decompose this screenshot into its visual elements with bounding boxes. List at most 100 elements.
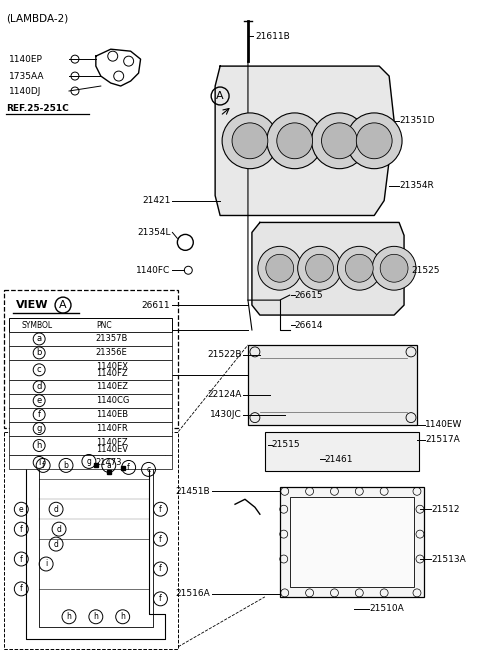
Text: 1140EZ: 1140EZ [96,382,128,391]
Bar [265,432,419,472]
Text: 21421: 21421 [142,196,170,205]
Text: 1735AA: 1735AA [9,72,45,81]
Text: 21520: 21520 [142,370,170,379]
Text: A: A [59,300,67,310]
Text: 21357B: 21357B [96,335,128,344]
Text: 21461: 21461 [324,455,353,464]
Text: 22124A: 22124A [208,390,242,400]
Text: 21515: 21515 [272,440,300,449]
Bar [9,407,172,422]
Text: a: a [36,335,42,344]
Text: 21473: 21473 [96,458,122,467]
Bar [9,360,172,380]
Text: 21513A: 21513A [431,554,466,564]
Text: SYMBOL: SYMBOL [21,321,52,329]
Text: 1140EP: 1140EP [9,54,43,64]
Text: f: f [42,461,45,470]
Circle shape [232,123,268,159]
Text: 21354L: 21354L [137,228,170,237]
Text: f: f [20,554,23,564]
Text: f: f [20,525,23,533]
Text: 26612B: 26612B [136,325,170,335]
Text: 1140EV: 1140EV [96,445,128,454]
Text: h: h [67,612,72,621]
Text: i: i [45,560,47,569]
Text: b: b [36,348,42,358]
Text: d: d [36,382,42,391]
Text: 26611: 26611 [142,300,170,310]
Text: 1430JC: 1430JC [210,410,242,419]
Circle shape [266,255,294,282]
Bar [9,346,172,360]
Text: (LAMBDA-2): (LAMBDA-2) [6,13,69,24]
Circle shape [322,123,357,159]
Circle shape [298,247,341,290]
Text: f: f [159,564,162,573]
Text: d: d [57,525,61,533]
Text: c: c [146,465,151,474]
Text: 1140EX: 1140EX [96,362,128,371]
Text: e: e [19,504,24,514]
Text: 1140FR: 1140FR [96,424,128,433]
Polygon shape [252,222,404,315]
Text: f: f [159,504,162,514]
Bar [9,455,172,470]
Text: f: f [159,594,162,604]
Text: 26614: 26614 [295,321,323,329]
Circle shape [356,123,392,159]
Text: 21354R: 21354R [399,181,434,190]
Polygon shape [215,66,394,215]
Text: h: h [94,612,98,621]
Text: 1140DJ: 1140DJ [9,87,42,96]
Bar [9,394,172,407]
Text: g: g [86,457,91,466]
Text: 21512: 21512 [431,504,459,514]
Text: i: i [38,458,40,467]
Text: 1140EB: 1140EB [96,410,128,419]
Text: e: e [36,396,42,405]
Text: f: f [37,410,41,419]
Text: f: f [159,535,162,544]
Text: PNC: PNC [96,321,111,329]
Circle shape [312,113,367,169]
Text: a: a [107,461,111,470]
Text: 21451B: 21451B [176,487,210,496]
Text: 1140FZ: 1140FZ [96,369,128,379]
Text: A: A [216,91,224,101]
Text: 21522B: 21522B [207,350,242,359]
Text: 1140CG: 1140CG [96,396,129,405]
Circle shape [347,113,402,169]
Text: b: b [63,461,69,470]
Bar [9,332,172,346]
Bar [9,380,172,394]
Text: REF.25-251C: REF.25-251C [6,104,69,113]
Text: 21611B: 21611B [255,31,289,41]
Text: d: d [54,540,59,548]
Bar [290,497,414,587]
Text: 21517A: 21517A [425,435,460,444]
Circle shape [372,247,416,290]
Bar [9,422,172,436]
Text: c: c [37,365,41,375]
Text: 1140FC: 1140FC [136,266,170,275]
Text: 1140EW: 1140EW [425,420,462,429]
Text: 1140FZ: 1140FZ [96,438,128,447]
Text: g: g [36,424,42,433]
Text: h: h [120,612,125,621]
Text: 21351D: 21351D [399,116,434,125]
Text: 21356E: 21356E [96,348,128,358]
Circle shape [337,247,381,290]
Text: f: f [20,584,23,594]
Circle shape [346,255,373,282]
Bar [248,345,417,424]
Circle shape [380,255,408,282]
Text: f: f [127,463,130,472]
Circle shape [222,113,278,169]
Bar [9,318,172,332]
Circle shape [258,247,301,290]
Text: d: d [54,504,59,514]
Text: 21510A: 21510A [369,604,404,613]
Circle shape [267,113,323,169]
Text: 21525: 21525 [411,266,440,275]
Text: 21516A: 21516A [175,589,210,598]
